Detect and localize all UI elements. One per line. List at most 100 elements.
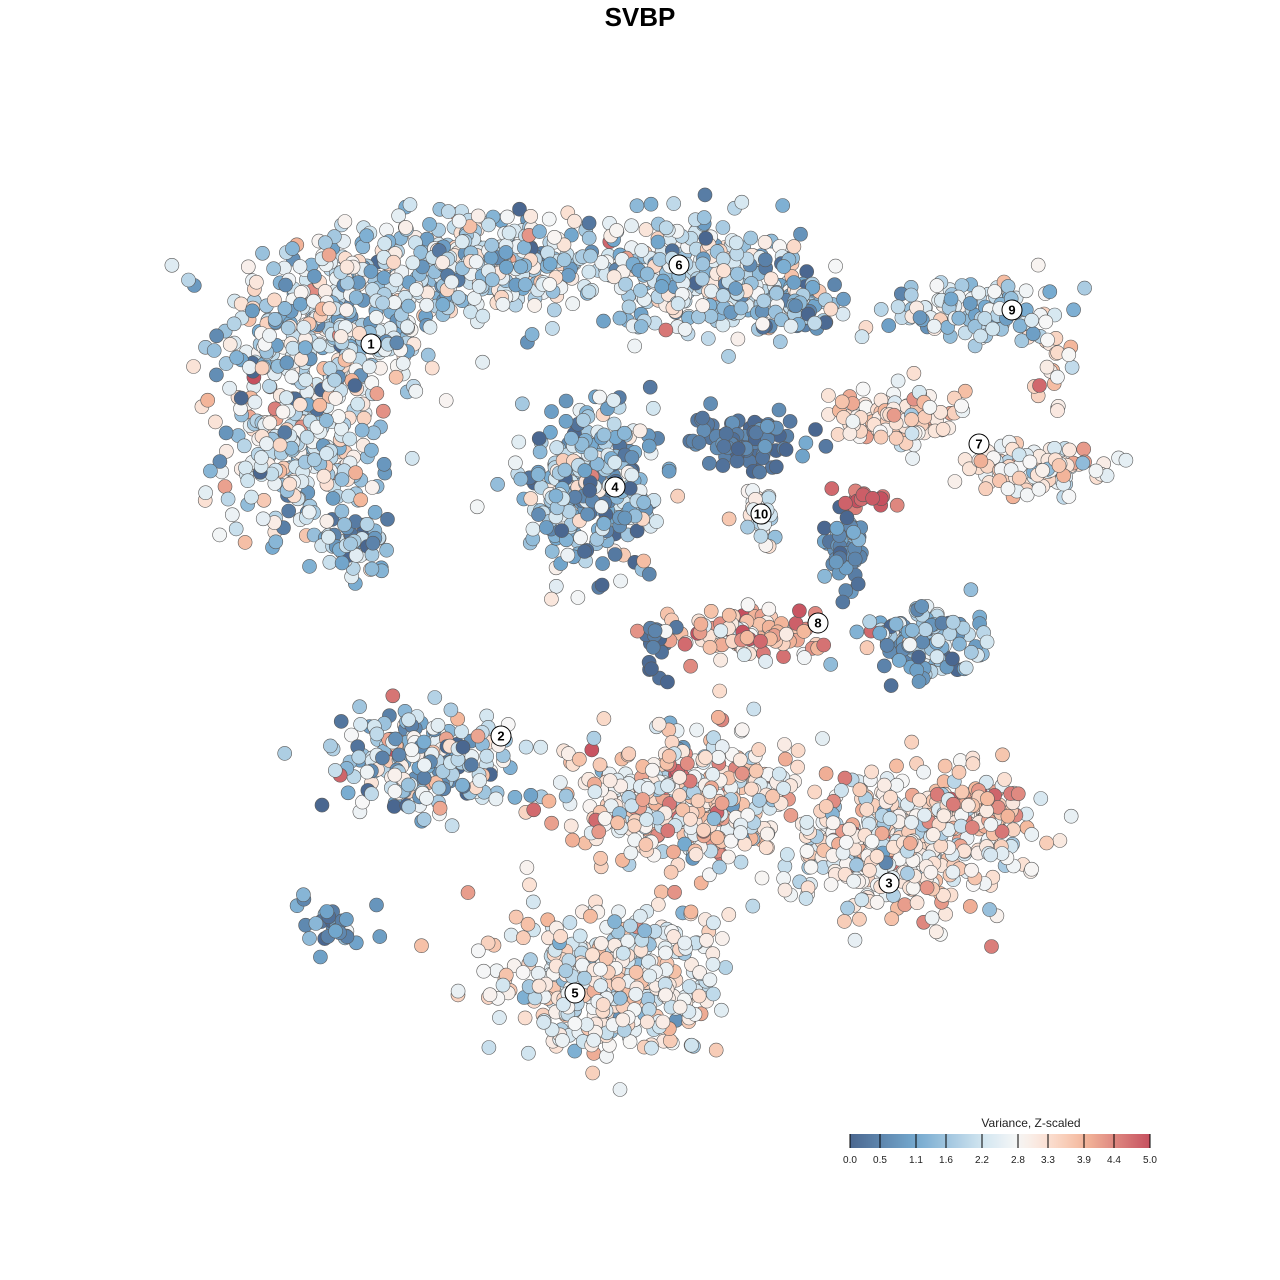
- data-point: [637, 923, 653, 939]
- data-point: [400, 777, 416, 793]
- legend-tick-label: 4.4: [1107, 1155, 1121, 1166]
- data-point: [638, 837, 654, 852]
- data-point: [416, 734, 432, 750]
- data-point: [322, 301, 337, 316]
- data-point: [1062, 442, 1077, 458]
- data-point: [983, 847, 999, 863]
- data-point: [890, 299, 906, 315]
- data-point: [660, 823, 676, 839]
- data-point: [1035, 463, 1050, 478]
- data-point: [761, 601, 777, 617]
- cluster-label-text: 9: [1008, 303, 1015, 318]
- data-point: [911, 649, 926, 665]
- data-point: [881, 318, 897, 333]
- data-point: [617, 425, 632, 441]
- legend-tick-label: 3.9: [1077, 1155, 1091, 1166]
- legend-tick-label: 5.0: [1143, 1155, 1157, 1166]
- data-point: [523, 491, 539, 506]
- data-point: [515, 930, 531, 946]
- cluster-label-text: 3: [885, 876, 892, 891]
- data-point: [464, 757, 479, 773]
- data-point: [379, 542, 394, 558]
- data-point: [635, 792, 651, 807]
- data-point: [889, 758, 904, 774]
- data-point: [334, 555, 350, 571]
- data-point: [978, 481, 994, 497]
- data-point: [690, 793, 706, 809]
- data-point: [838, 495, 853, 511]
- data-point: [435, 255, 451, 270]
- data-point: [388, 731, 403, 747]
- data-point: [364, 786, 379, 802]
- data-point: [610, 815, 626, 831]
- data-point: [319, 413, 334, 428]
- data-point: [484, 272, 500, 288]
- data-point: [661, 748, 677, 764]
- data-point: [817, 520, 832, 536]
- data-point: [539, 520, 554, 535]
- data-point: [923, 864, 939, 880]
- data-point: [734, 766, 750, 781]
- data-point: [745, 898, 761, 914]
- data-point: [297, 340, 313, 356]
- data-point: [914, 599, 930, 614]
- data-point: [592, 389, 607, 405]
- data-point: [828, 554, 844, 570]
- data-point: [1118, 452, 1134, 468]
- data-point: [549, 440, 565, 455]
- data-point: [347, 378, 363, 393]
- data-point: [567, 1016, 583, 1031]
- data-point: [316, 468, 332, 484]
- data-point: [823, 877, 839, 892]
- data-point: [592, 757, 608, 773]
- data-point: [864, 834, 880, 849]
- data-point: [328, 391, 343, 406]
- data-point: [279, 390, 294, 406]
- data-point: [622, 1034, 638, 1049]
- data-point: [740, 597, 756, 613]
- legend-tick-label: 0.5: [873, 1155, 887, 1166]
- legend-tick-label: 2.8: [1011, 1155, 1025, 1166]
- data-point: [850, 576, 866, 592]
- data-point: [639, 812, 654, 827]
- data-point: [186, 359, 201, 374]
- data-point: [834, 783, 849, 798]
- data-point: [882, 811, 898, 826]
- data-point: [973, 453, 989, 469]
- data-point: [852, 911, 867, 927]
- data-point: [721, 511, 737, 527]
- data-point: [829, 520, 845, 536]
- data-point: [388, 369, 404, 385]
- data-point: [586, 1032, 602, 1048]
- data-point: [417, 757, 432, 773]
- data-point: [835, 306, 851, 322]
- data-point: [670, 296, 686, 312]
- data-point: [490, 476, 505, 492]
- data-point: [292, 259, 308, 274]
- data-point: [677, 836, 693, 852]
- data-point: [530, 467, 546, 482]
- data-point: [591, 824, 607, 840]
- data-point: [713, 623, 729, 639]
- legend-tick-label: 3.3: [1041, 1155, 1055, 1166]
- data-point: [756, 293, 772, 309]
- data-point: [237, 535, 253, 550]
- data-point: [499, 209, 515, 225]
- data-point: [339, 302, 354, 318]
- data-point: [266, 261, 281, 277]
- data-point: [475, 308, 491, 324]
- data-point: [596, 427, 612, 443]
- data-point: [1031, 481, 1047, 497]
- data-point: [883, 678, 899, 693]
- data-point: [545, 321, 560, 336]
- data-point: [542, 256, 558, 272]
- data-point: [639, 266, 655, 282]
- data-point: [368, 310, 384, 325]
- data-point: [987, 284, 1002, 299]
- data-point: [391, 747, 407, 763]
- data-point: [517, 1010, 533, 1026]
- data-point: [897, 897, 913, 913]
- data-point: [845, 414, 861, 429]
- data-point: [847, 932, 863, 948]
- data-point: [711, 749, 726, 765]
